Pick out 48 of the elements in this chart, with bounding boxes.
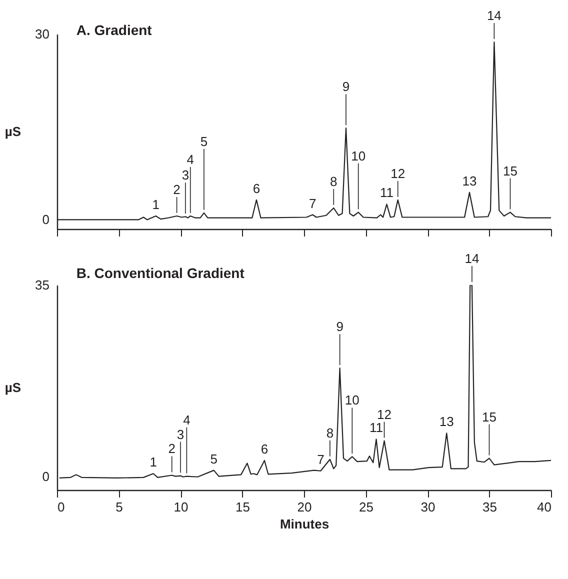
annotation: 13 [462,173,477,188]
annotation: 3 [182,168,190,183]
x-tick-label: 10 [174,500,188,514]
x-tick-label: 5 [116,500,123,514]
annotation: 13 [439,414,454,430]
annotation: 2 [168,441,176,456]
annotation: 15 [503,163,518,178]
annotation: 8 [326,425,334,440]
annotation: 4 [186,152,194,167]
annotation: 9 [342,79,350,94]
x-tick-label: 30 [420,500,436,514]
annotation: 6 [260,441,268,456]
y-tick-label: 0 [42,468,50,484]
annotation: 8 [330,174,338,189]
annotation: 12 [377,406,392,422]
annotation: 5 [210,451,218,466]
annotation: 14 [464,251,480,266]
annotation: 12 [390,166,406,181]
x-tick-label: 40 [537,500,552,514]
annotation: 11 [380,185,394,200]
annotation: 4 [183,412,190,428]
annotation: 10 [344,392,360,408]
annotation: 7 [309,196,316,211]
y-axis-title: µS [4,380,22,395]
x-tick-label: 15 [236,500,250,514]
annotation: 3 [176,426,184,442]
annotation: 2 [173,182,180,197]
chart-title: A. Gradient [76,22,152,38]
annotation: 1 [150,454,157,470]
annotation: 5 [200,134,208,149]
annotation: 11 [369,420,383,436]
y-tick-label: 30 [35,26,50,42]
x-tick-label: 0 [58,500,65,514]
annotation: 14 [486,8,502,24]
annotation: 1 [152,197,160,212]
x-tick-label: 25 [359,500,374,514]
y-axis-title: µS [4,124,22,139]
chart-title: B. Conventional Gradient [76,265,245,281]
annotation: 9 [336,319,344,334]
annotation: 6 [252,180,260,196]
x-axis-title: Minutes [280,516,330,532]
x-tick-label: 20 [297,500,312,514]
x-tick-label: 35 [482,500,497,514]
annotation: 15 [482,409,496,424]
annotation: 10 [351,148,366,164]
y-tick-label: 35 [35,278,50,292]
annotation: 7 [317,452,324,467]
y-tick-label: 0 [42,212,50,228]
